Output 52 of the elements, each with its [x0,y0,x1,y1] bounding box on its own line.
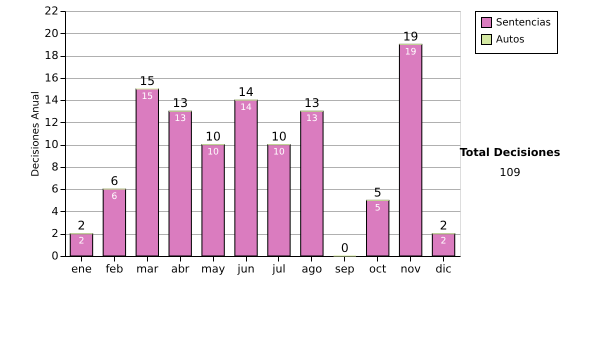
y-tick-label: 14 [44,94,58,107]
data-label: 5 [374,203,381,214]
total-label: 10 [205,130,221,144]
data-label: 10 [207,148,220,158]
total-label: 14 [238,85,254,100]
data-label: 2 [78,236,84,247]
total-label: 6 [110,174,118,188]
y-tick-label: 10 [44,138,58,152]
x-tick-label: may [201,262,226,276]
x-tick-label: jun [236,262,255,276]
y-tick-label: 16 [44,71,58,84]
y-tick-label: 2 [52,227,58,240]
x-tick-label: jul [271,262,286,276]
x-tick-label: mar [136,262,159,276]
total-label: 5 [374,185,382,200]
total-label: 13 [304,96,320,110]
legend-label: Autos [496,34,524,46]
x-tick-label: dic [435,262,452,276]
total-label: 10 [271,130,287,144]
x-tick-label: abr [171,262,190,276]
text: 109 [500,166,520,180]
total-label: 19 [402,29,418,44]
x-tick-label: nov [400,262,422,276]
y-tick-label: 12 [44,116,58,129]
data-label: 19 [404,47,417,58]
x-tick-label: oct [369,262,387,276]
data-label: 6 [112,192,118,202]
x-tick-label: ene [71,262,92,276]
y-tick-label: 0 [52,250,58,262]
total-label: 0 [340,241,349,255]
data-label: 10 [273,148,285,158]
y-tick-label: 4 [52,204,58,218]
y-tick-label: 8 [52,160,58,174]
data-label: 13 [306,114,318,124]
x-tick-label: ago [302,262,322,276]
y-tick-label: 22 [44,4,58,18]
data-label: 15 [142,92,154,102]
y-tick-label: 20 [44,26,58,40]
data-label: 2 [440,236,446,247]
total-label: 2 [440,218,448,233]
annotation: Total Decisiones [460,146,561,160]
data-label: 13 [174,114,186,124]
data-label: 14 [240,103,252,114]
y-axis-title: Decisiones Anual [30,91,42,177]
y-tick-label: 6 [52,182,58,196]
x-tick-label: feb [106,262,124,276]
total-label: 13 [172,96,188,110]
legend-label: Sentencias [496,18,551,28]
y-tick-label: 18 [44,49,58,62]
total-label: 2 [78,218,86,233]
total-label: 15 [140,74,155,88]
x-tick-label: sep [335,262,355,276]
